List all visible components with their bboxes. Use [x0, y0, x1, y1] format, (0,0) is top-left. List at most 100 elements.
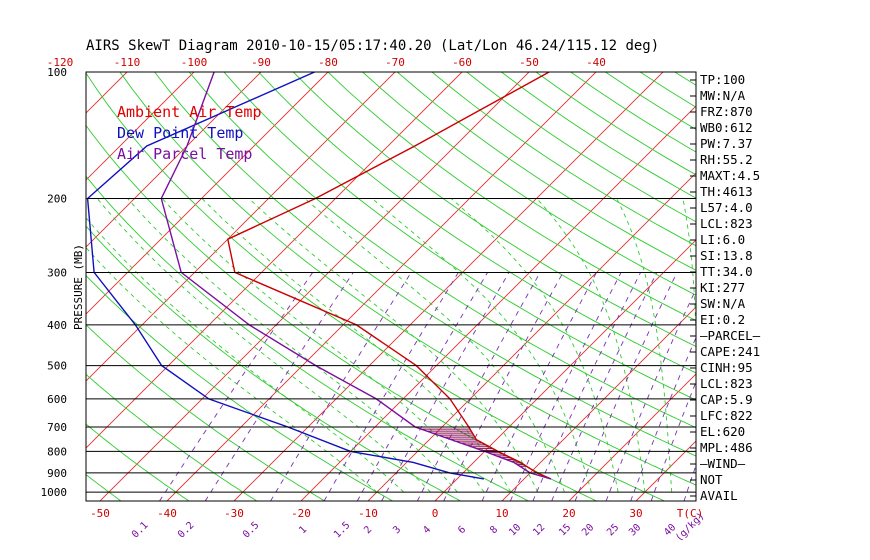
dry-adiabat-line	[223, 72, 696, 401]
pressure-tick-label: 1000	[41, 486, 68, 499]
pressure-tick-label: 800	[47, 445, 67, 458]
mixing-ratio-line	[159, 272, 314, 501]
bottom-temp-tick-label: 30	[629, 507, 642, 520]
top-temp-tick-label: -50	[519, 56, 539, 69]
mixing-ratio-tick-label: 0.5	[241, 520, 262, 541]
mixing-ratio-tick-label: 3	[391, 524, 403, 536]
dry-adiabat-line	[501, 72, 696, 199]
isotherm-line	[99, 72, 530, 501]
moist-adiabat-line	[127, 198, 458, 493]
isotherm-line	[86, 72, 463, 449]
dry-adiabat-line	[639, 72, 696, 108]
dry-adiabat-line	[119, 72, 696, 486]
mixing-ratio-line	[481, 272, 597, 501]
pressure-tick-label: 400	[47, 319, 67, 332]
dry-adiabat-line	[431, 72, 696, 247]
stability-index-label: NOT	[700, 472, 723, 487]
bottom-temp-tick-label: -10	[358, 507, 378, 520]
stability-index-label: RH:55.2	[700, 152, 753, 167]
isotherm-line	[434, 239, 696, 501]
temp-unit-label: T(C)	[677, 507, 704, 520]
moist-adiabat-line	[616, 198, 673, 493]
top-temp-tick-label: -70	[385, 56, 405, 69]
mixing-ratio-tick-label: 20	[580, 522, 596, 538]
isotherm-line	[86, 72, 329, 315]
legend-entry: Air Parcel Temp	[117, 145, 252, 163]
isotherm-line	[166, 72, 597, 501]
isotherm-line	[86, 72, 128, 114]
moist-adiabat-line	[536, 198, 646, 493]
stability-index-label: TP:100	[700, 72, 745, 87]
plot-border	[85, 71, 697, 502]
y-axis-label: PRESSURE (MB)	[72, 244, 85, 330]
dry-adiabat-line	[327, 72, 696, 322]
stability-index-label: —WIND—	[700, 456, 746, 471]
mixing-ratio-line	[532, 272, 642, 501]
stability-index-label: TT:34.0	[700, 264, 753, 279]
top-temp-tick-label: -60	[452, 56, 472, 69]
mixing-ratio-line	[323, 272, 459, 501]
dry-adiabat-line	[154, 72, 696, 457]
stability-index-label: SI:13.8	[700, 248, 753, 263]
bottom-temp-tick-label: -50	[90, 507, 110, 520]
stability-index-label: LFC:822	[700, 408, 753, 423]
stability-index-label: AVAIL	[700, 488, 738, 503]
dry-adiabat-line	[466, 72, 696, 223]
mixing-ratio-tick-label: 0.1	[130, 520, 151, 541]
pressure-tick-label: 900	[47, 467, 67, 480]
dry-adiabat-line	[362, 72, 696, 296]
stability-index-label: KI:277	[700, 280, 745, 295]
mixing-ratio-line	[416, 272, 541, 501]
moist-adiabat-line	[682, 198, 696, 348]
legend-entry: Ambient Air Temp	[117, 103, 262, 121]
stability-index-label: TH:4613	[700, 184, 753, 199]
stability-index-label: L57:4.0	[700, 200, 753, 215]
ambient-temp-line	[227, 72, 552, 480]
isotherm-line	[0, 72, 60, 501]
mixing-ratio-line	[356, 272, 488, 501]
dry-adiabat-line	[86, 175, 529, 501]
mixing-ratio-tick-label: 1.5	[332, 520, 353, 541]
bottom-temp-tick-label: 10	[495, 507, 508, 520]
mixing-ratio-line	[381, 272, 510, 501]
dry-adiabat-line	[86, 474, 122, 501]
isotherm-line	[300, 105, 696, 501]
mixing-ratio-line	[574, 272, 678, 501]
isotherm-line	[86, 72, 396, 382]
mixing-ratio-line	[605, 287, 696, 501]
mixing-ratio-tick-label: 12	[531, 522, 547, 538]
bottom-temp-tick-label: -30	[224, 507, 244, 520]
bottom-temp-tick-label: -20	[291, 507, 311, 520]
mixing-ratio-line	[650, 380, 696, 501]
stability-index-label: FRZ:870	[700, 104, 753, 119]
dry-adiabat-line	[397, 72, 696, 271]
stability-index-label: CINH:95	[700, 360, 753, 375]
isotherm-line	[770, 72, 870, 501]
stability-index-label: WB0:612	[700, 120, 753, 135]
mixing-ratio-line	[443, 272, 564, 501]
top-temp-tick-label: -100	[181, 56, 208, 69]
stability-index-label: LCL:823	[700, 376, 753, 391]
bottom-temp-tick-label: -40	[157, 507, 177, 520]
stability-index-label: CAP:5.9	[700, 392, 753, 407]
dry-adiabat-line	[86, 373, 258, 501]
stability-index-label: PW:7.37	[700, 136, 753, 151]
moist-adiabat-line	[96, 198, 431, 493]
stability-index-label: EI:0.2	[700, 312, 745, 327]
pressure-tick-label: 100	[47, 66, 67, 79]
top-temp-tick-label: -90	[251, 56, 271, 69]
mixing-ratio-tick-label: 4	[421, 524, 433, 536]
dry-adiabat-line	[292, 72, 696, 347]
mixing-ratio-tick-label: 2	[362, 524, 374, 536]
top-temp-tick-label: -80	[318, 56, 338, 69]
pressure-tick-label: 200	[47, 192, 67, 205]
stability-index-label: SW:N/A	[700, 296, 746, 311]
mixing-ratio-tick-label: 0.2	[176, 520, 197, 541]
isotherm-line	[86, 72, 195, 181]
mixing-ratio-line	[270, 272, 412, 501]
dry-adiabat-line	[86, 324, 326, 501]
mixing-ratio-tick-label: 6	[456, 524, 468, 536]
mixing-ratio-line	[551, 272, 658, 501]
top-temp-tick-label: -120	[47, 56, 74, 69]
